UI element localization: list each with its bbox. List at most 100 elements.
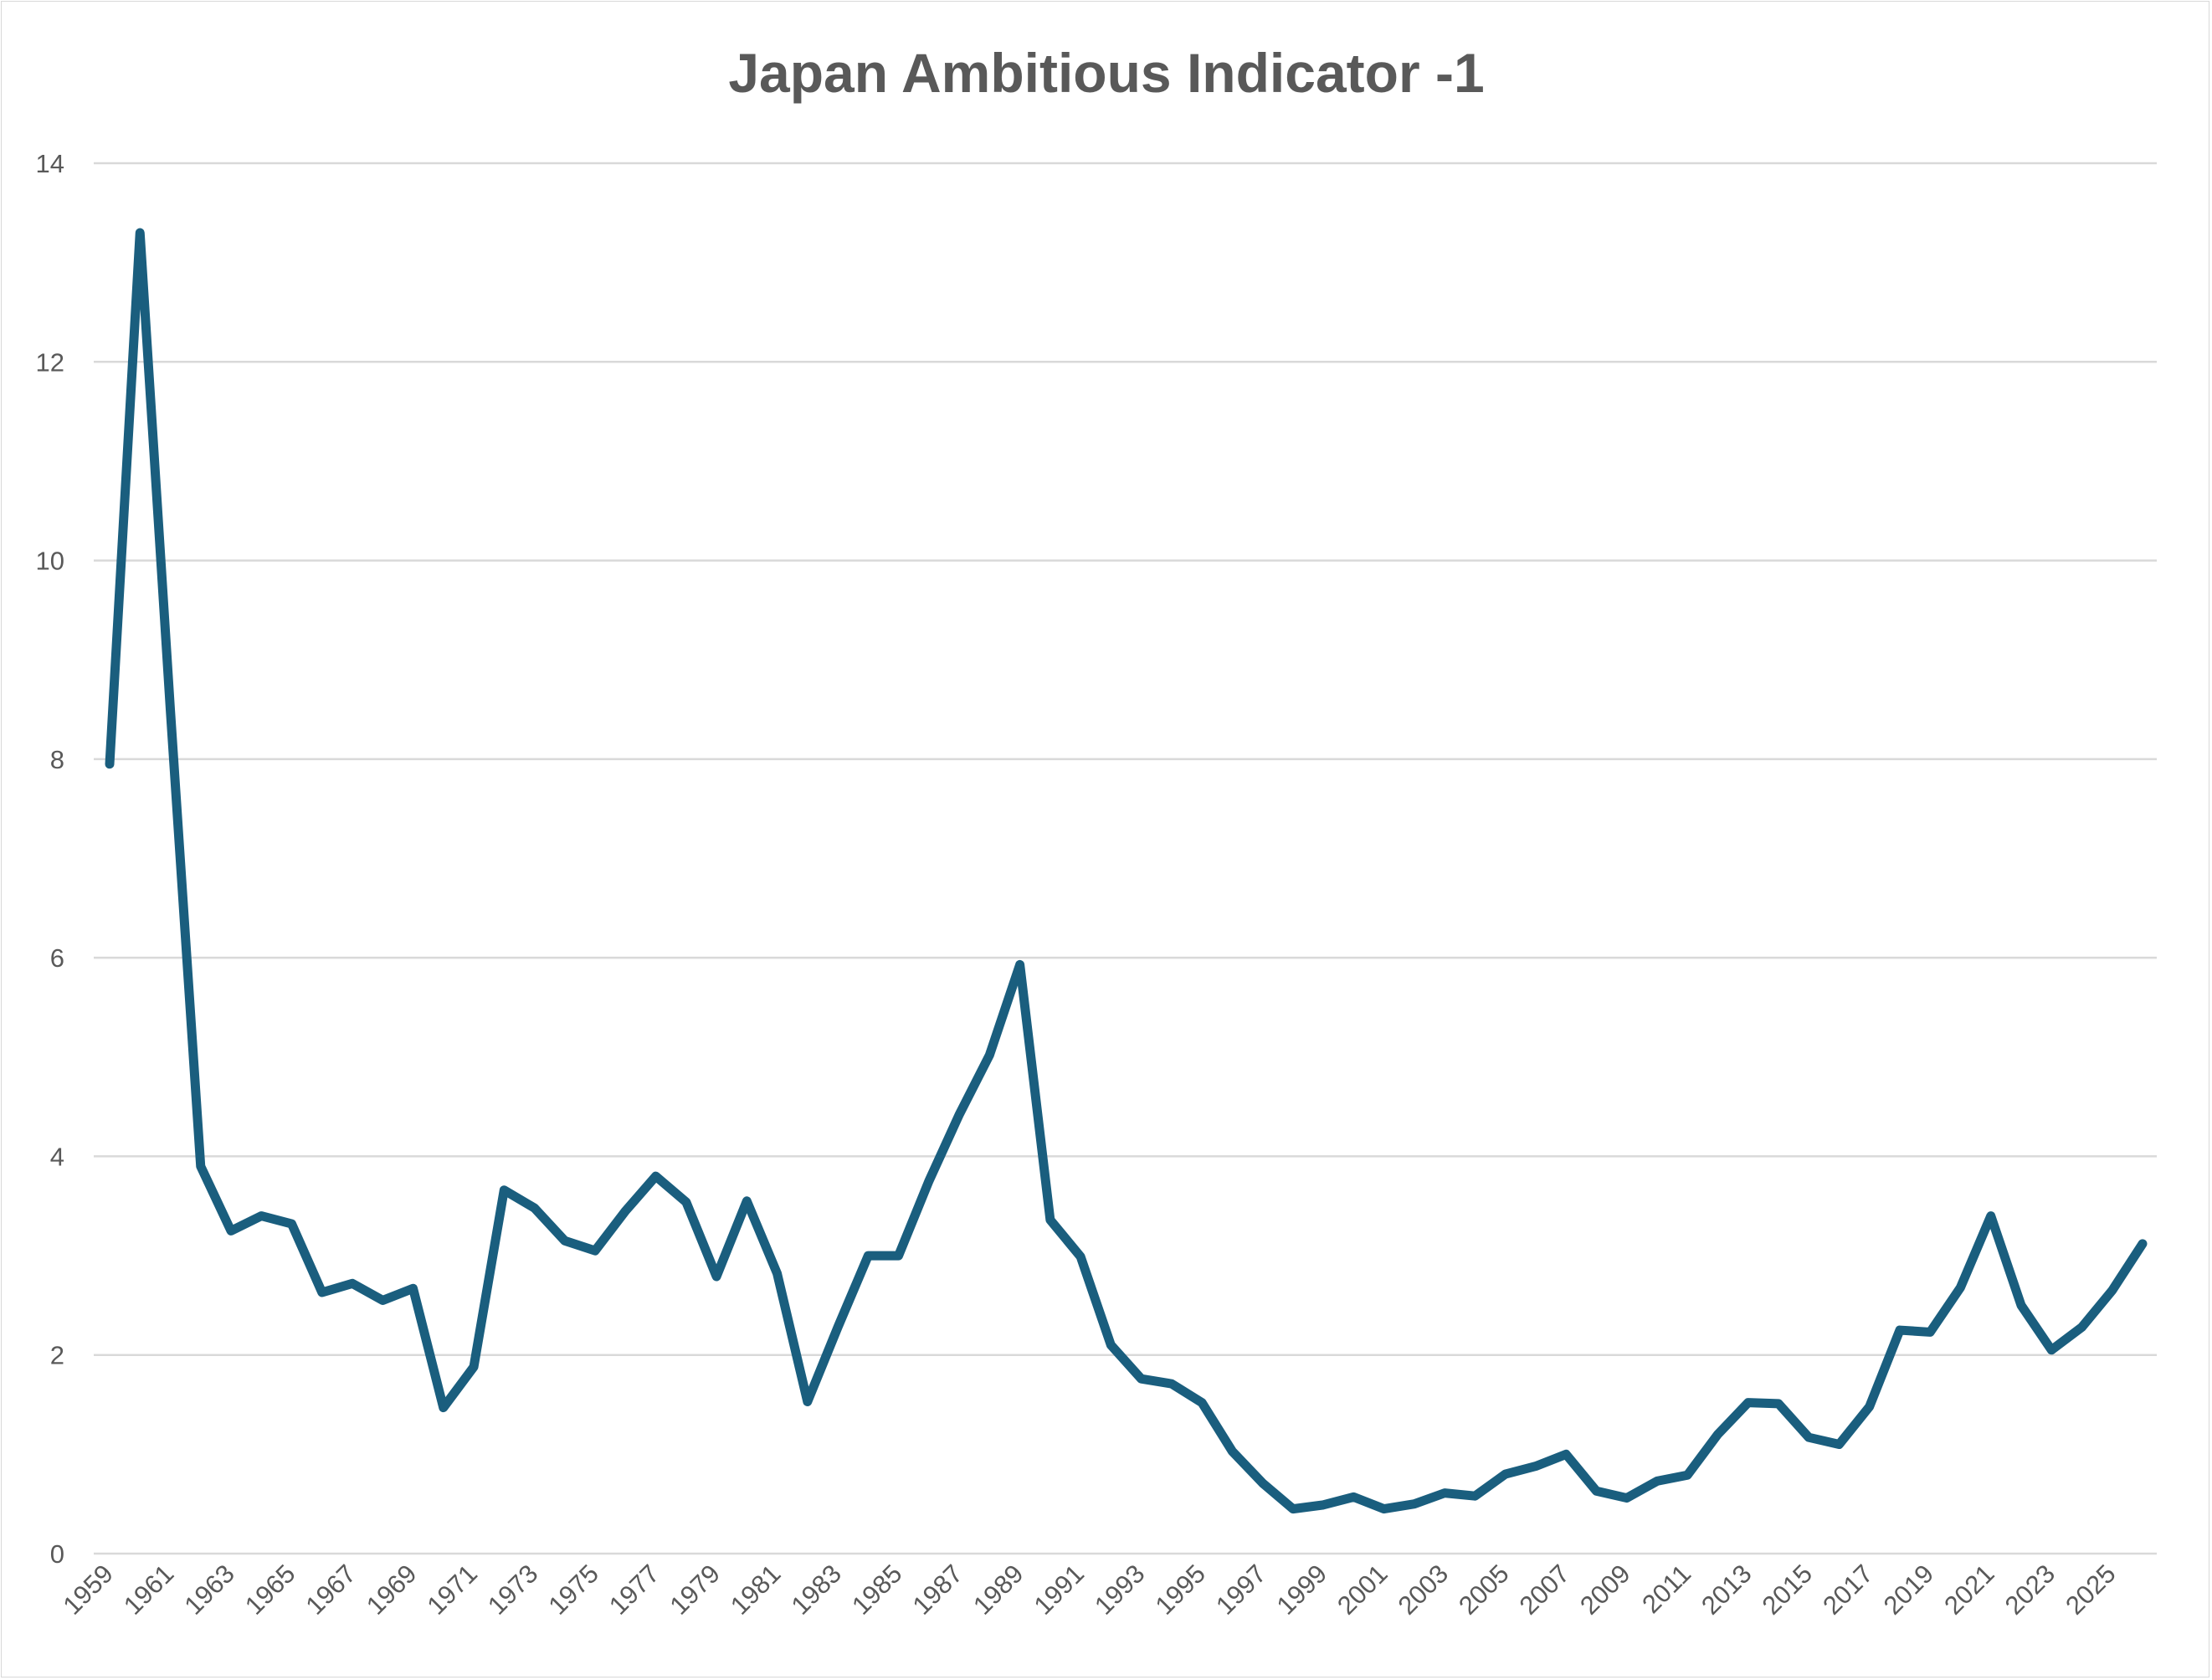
data-point — [898, 1255, 900, 1256]
data-point — [564, 1240, 566, 1241]
data-point — [716, 1276, 717, 1277]
y-tick-label: 6 — [50, 943, 64, 973]
data-point — [1686, 1474, 1688, 1476]
y-tick-label: 4 — [50, 1142, 64, 1171]
x-tick-label: 2013 — [1696, 1559, 1758, 1621]
x-tick-label: 2025 — [2060, 1559, 2122, 1621]
data-point — [1626, 1498, 1628, 1499]
data-point — [1080, 1256, 1081, 1257]
chart-title: Japan Ambitious Indicator -1 — [728, 42, 1484, 104]
x-tick-label: 2021 — [1938, 1559, 2000, 1621]
data-point — [1110, 1344, 1111, 1346]
x-tick-label: 1959 — [57, 1559, 119, 1621]
data-point — [139, 232, 141, 234]
series-group — [105, 228, 2148, 1514]
x-tick-label: 1989 — [967, 1559, 1029, 1621]
x-tick-label: 1983 — [786, 1559, 848, 1621]
x-tick-label: 1979 — [665, 1559, 726, 1621]
x-tick-label: 1977 — [603, 1559, 665, 1621]
x-axis-ticks: 1959196119631965196719691971197319751977… — [57, 1559, 2121, 1621]
data-point — [2020, 1304, 2022, 1306]
data-point — [1292, 1508, 1294, 1510]
x-tick-label: 1965 — [239, 1559, 301, 1621]
data-point — [2112, 1290, 2113, 1292]
x-tick-label: 1987 — [907, 1559, 969, 1621]
x-tick-label: 2009 — [1574, 1559, 1636, 1621]
x-tick-label: 2019 — [1878, 1559, 1940, 1621]
data-point — [170, 709, 172, 711]
x-tick-label: 1997 — [1210, 1559, 1272, 1621]
x-tick-label: 2005 — [1453, 1559, 1515, 1621]
x-tick-label: 2011 — [1636, 1559, 1696, 1619]
x-tick-label: 2017 — [1817, 1559, 1879, 1621]
data-point — [1141, 1378, 1142, 1379]
x-tick-label: 1973 — [482, 1559, 544, 1621]
x-tick-label: 1981 — [725, 1559, 787, 1621]
data-point — [1201, 1402, 1203, 1404]
x-tick-label: 1961 — [118, 1559, 180, 1621]
data-point — [230, 1230, 232, 1231]
data-point — [1019, 963, 1021, 965]
data-point — [1383, 1508, 1385, 1510]
data-point — [1414, 1503, 1415, 1505]
series-line — [105, 228, 2148, 1514]
y-tick-label: 0 — [50, 1539, 64, 1569]
data-point — [685, 1201, 687, 1203]
x-tick-label: 2003 — [1393, 1559, 1455, 1621]
data-point — [624, 1210, 626, 1212]
x-tick-label: 1971 — [421, 1559, 483, 1621]
data-point — [837, 1326, 839, 1328]
x-tick-label: 1999 — [1271, 1559, 1333, 1621]
y-tick-label: 8 — [50, 745, 64, 774]
data-point — [1990, 1215, 1992, 1217]
data-point — [807, 1400, 808, 1402]
data-point — [2050, 1349, 2052, 1351]
data-point — [1050, 1219, 1051, 1220]
data-point — [1505, 1473, 1506, 1475]
data-point — [109, 763, 110, 765]
data-point — [958, 1114, 960, 1116]
y-axis-ticks: 0 2 4 6 8 10 12 14 — [36, 149, 64, 1569]
x-tick-label: 1991 — [1029, 1559, 1091, 1621]
data-point — [1748, 1402, 1749, 1404]
data-point — [503, 1189, 505, 1191]
y-tick-label: 10 — [36, 547, 64, 576]
gridlines — [94, 162, 2157, 1555]
data-point — [473, 1366, 475, 1368]
data-point — [1262, 1482, 1264, 1484]
data-point — [1929, 1331, 1931, 1333]
data-point — [1444, 1492, 1445, 1494]
x-tick-label: 1975 — [542, 1559, 604, 1621]
data-point — [1474, 1495, 1476, 1497]
data-point — [1778, 1403, 1779, 1405]
data-point — [1535, 1466, 1537, 1467]
data-point — [655, 1175, 657, 1177]
data-point — [1171, 1383, 1173, 1385]
data-point — [534, 1207, 536, 1209]
data-point — [867, 1255, 869, 1256]
data-point — [1565, 1453, 1567, 1455]
data-point — [260, 1215, 262, 1217]
y-tick-label: 14 — [36, 149, 64, 178]
data-point — [1656, 1480, 1658, 1482]
data-point — [291, 1223, 293, 1225]
data-point — [1808, 1436, 1809, 1438]
y-tick-label: 12 — [36, 347, 64, 377]
data-point — [746, 1200, 747, 1202]
x-tick-label: 2023 — [1999, 1559, 2061, 1621]
data-point — [413, 1287, 414, 1289]
data-point — [2081, 1326, 2082, 1328]
data-point — [777, 1272, 778, 1274]
data-point — [1869, 1405, 1871, 1407]
x-tick-label: 1969 — [361, 1559, 423, 1621]
x-tick-label: 1967 — [300, 1559, 362, 1621]
data-point — [1352, 1496, 1354, 1498]
data-point — [443, 1407, 444, 1409]
x-tick-label: 1993 — [1089, 1559, 1151, 1621]
data-point — [1838, 1443, 1840, 1445]
data-point — [1717, 1434, 1718, 1436]
y-tick-label: 2 — [50, 1341, 64, 1370]
data-point — [352, 1282, 353, 1284]
